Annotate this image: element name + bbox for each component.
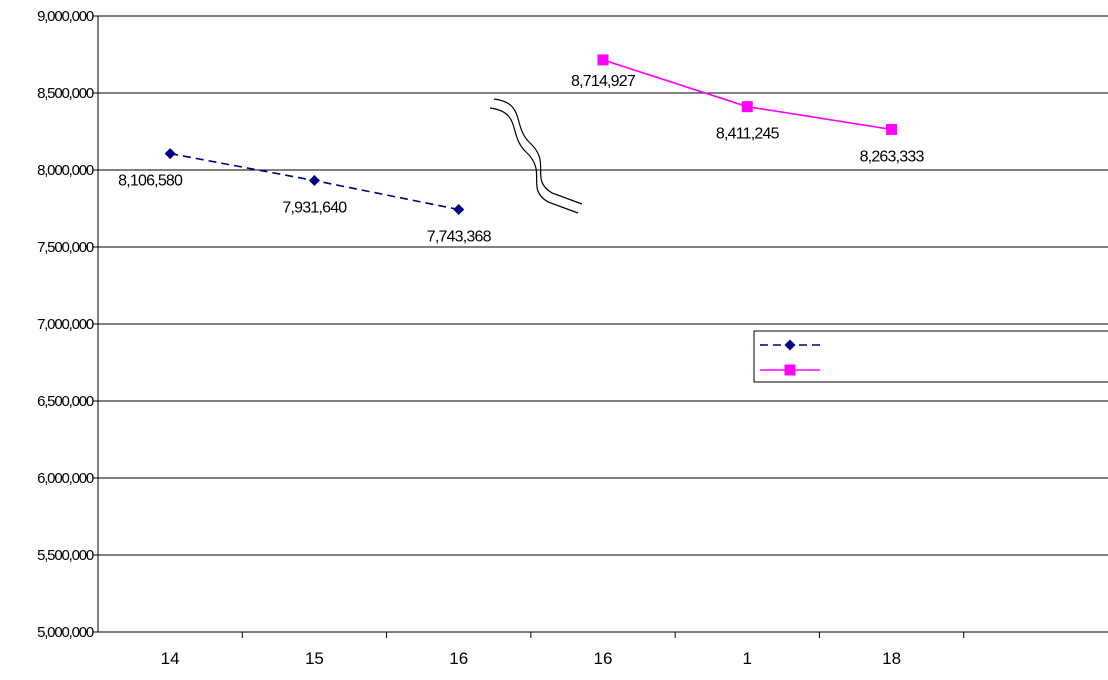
y-tick-label: 9,000,000 xyxy=(37,8,94,25)
y-tick-label: 7,000,000 xyxy=(37,316,94,333)
y-tick-label: 8,500,000 xyxy=(37,85,94,102)
data-label: 7,743,368 xyxy=(427,229,492,246)
data-label: 7,931,640 xyxy=(282,200,347,217)
y-tick-label: 7,500,000 xyxy=(37,239,94,256)
data-label: 8,106,580 xyxy=(118,173,183,190)
y-tick-label: 5,500,000 xyxy=(37,547,94,564)
y-tick-label: 8,000,000 xyxy=(37,162,94,179)
break-line xyxy=(493,98,583,205)
data-point xyxy=(453,204,465,216)
data-label: 8,263,333 xyxy=(860,148,925,165)
break-line xyxy=(489,107,579,214)
series-2: 8,714,927 8,411,245 8,263,333 xyxy=(571,54,925,165)
x-tick-label: 18 xyxy=(882,649,901,668)
y-tick-label: 5,000,000 xyxy=(37,624,94,641)
legend-marker xyxy=(784,364,796,376)
legend xyxy=(753,330,1108,383)
data-label: 8,714,927 xyxy=(571,73,636,90)
legend-box xyxy=(753,330,1108,383)
data-point xyxy=(741,101,753,113)
x-tick-label: 16 xyxy=(449,649,468,668)
gridlines xyxy=(98,15,1108,556)
legend-entry xyxy=(760,364,820,376)
series-line xyxy=(602,59,892,131)
x-tick-label: 16 xyxy=(594,649,613,668)
y-tick-label: 6,000,000 xyxy=(37,470,94,487)
x-tick-label: 14 xyxy=(161,649,180,668)
data-point xyxy=(164,148,176,160)
y-tick-label: 6,500,000 xyxy=(37,393,94,410)
x-tick-label: 1 xyxy=(743,649,752,668)
data-point xyxy=(886,123,898,135)
legend-marker xyxy=(784,339,796,351)
data-point xyxy=(597,54,609,66)
series-1: 8,106,580 7,931,640 7,743,368 xyxy=(118,148,492,246)
y-axis-ticks: 5,000,000 5,500,000 6,000,000 6,500,000 7,00… xyxy=(37,8,98,641)
data-label: 8,411,245 xyxy=(716,126,780,143)
series-group: 8,106,580 7,931,640 7,743,368 8,714,927 8,41… xyxy=(118,54,925,246)
data-point xyxy=(308,175,320,187)
x-tick-label: 15 xyxy=(305,649,324,668)
x-axis: 14 15 16 16 1 18 xyxy=(98,631,1108,668)
axis-break-mark xyxy=(489,98,583,214)
legend-entry xyxy=(760,339,820,351)
